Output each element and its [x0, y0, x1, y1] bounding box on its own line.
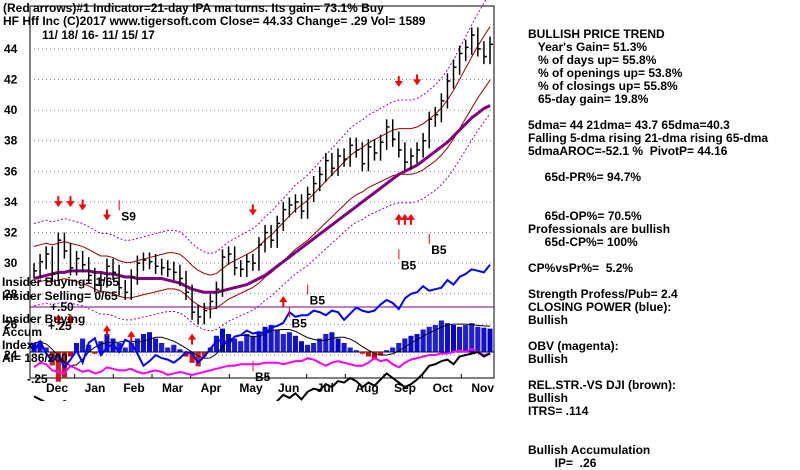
panel-line: 5dmaAROC=-52.1 % PivotP= 44.16 — [528, 144, 728, 158]
panel-line: REL.STR.-VS DJI (brown): — [528, 378, 676, 392]
x-tick-label: Jan — [85, 381, 106, 395]
sell-arrow-head — [54, 201, 63, 208]
sell-arrow-head — [394, 81, 403, 88]
lower-inner-band — [33, 79, 491, 310]
panel-line: 65d-CP%= 100% — [528, 235, 638, 249]
x-tick-label: Feb — [123, 381, 144, 395]
panel-line: Bullish — [528, 313, 569, 327]
x-tick-label: Apr — [201, 381, 222, 395]
x-tick-label: Jul — [317, 381, 334, 395]
signal-label: B5 — [255, 370, 271, 384]
y-tick-label: 30 — [4, 256, 18, 270]
y-tick-label: 38 — [4, 134, 18, 148]
panel-line: Bullish Accumulation — [528, 443, 651, 457]
panel-line: OBV (magenta): — [528, 339, 619, 353]
buy-arrow-head — [406, 213, 415, 220]
y-tick-label: 26 — [4, 317, 18, 331]
signal-label: B5 — [291, 316, 307, 330]
sell-arrow-head — [413, 79, 422, 86]
insider-selling-label: Insider Selling= 0/65 — [2, 289, 118, 303]
x-tick-label: Nov — [471, 381, 494, 395]
panel-line — [528, 431, 798, 444]
panel-line: % of openings up= 53.8% — [528, 66, 683, 80]
upper-inner-band — [33, 26, 491, 276]
signal-label: S9 — [121, 209, 136, 223]
panel-line: Professionals are bullish — [528, 222, 671, 236]
panel-line: % of days up= 55.8% — [528, 53, 657, 67]
panel-line: IP= .26 — [528, 456, 597, 470]
header-line-1: (Red arrows)#1 Indicator=21-day IPA ma t… — [3, 1, 384, 15]
stock-chart: 24 26 28 30 32 34 36 38 40 42 44 Dec Jan Feb Mar Apr May… — [2, 0, 495, 401]
plot-frame — [29, 5, 495, 379]
buy-arrow-head — [400, 213, 409, 220]
buy-arrow-head — [102, 325, 111, 332]
accum-level-upper: +.50 — [50, 300, 74, 314]
buy-arrow-head — [279, 296, 288, 303]
panel-line: Bullish — [528, 352, 569, 366]
ma65-line — [33, 104, 491, 294]
panel-line: Year's Gain= 51.3% — [528, 40, 648, 54]
sell-arrow-head — [102, 214, 111, 221]
accum-level-lower: -.25 — [27, 372, 48, 386]
obv-line — [33, 347, 491, 376]
lower-band-line — [33, 113, 491, 332]
panel-line: 65d-OP%= 70.5% — [528, 209, 642, 223]
panel-line: 5dma= 44 21dma= 43.7 65dma=40.3 — [528, 118, 730, 132]
panel-line: Bullish — [528, 391, 569, 405]
sell-arrow-head — [78, 204, 87, 211]
panel-line — [528, 184, 798, 197]
accum-level-mid: +.25 — [48, 319, 72, 333]
x-tick-label: Jun — [278, 381, 299, 395]
panel-line: 65d-PR%= 94.7% — [528, 170, 642, 184]
y-tick-label: 44 — [4, 42, 18, 56]
buy-arrow-head — [394, 213, 403, 220]
panel-line: CP%vsPr%= 5.2% — [528, 261, 634, 275]
ai-label: AI= 186/200 — [2, 351, 68, 365]
y-tick-label: 24 — [4, 348, 18, 362]
buy-arrow-head — [54, 314, 63, 321]
sell-arrow-head — [66, 201, 75, 208]
header-line-2: HF Hff Inc (C)2017 www.tigersoft.com Clo… — [3, 14, 426, 28]
sell-arrow-head — [248, 209, 257, 216]
y-tick-label: 42 — [4, 72, 18, 86]
rel-strength-line — [33, 350, 491, 401]
panel-line: CLOSING POWER (blue): — [528, 300, 672, 314]
accum-ma-line — [33, 323, 491, 367]
info-panel: BULLISH PRICE TREND Year's Gain= 51.3% %… — [528, 28, 798, 470]
panel-line: ITRS= .114 — [528, 404, 589, 418]
buy-arrow-head — [127, 330, 136, 337]
y-tick-label: 34 — [4, 195, 18, 209]
signal-label: B5 — [431, 243, 447, 257]
y-tick-label: 32 — [4, 226, 18, 240]
panel-line: % of closings up= 55.8% — [528, 79, 678, 93]
header-line-3: 11/ 18/ 16- 11/ 15/ 17 — [42, 28, 155, 42]
closing-power-line — [33, 264, 491, 370]
x-tick-label: Dec — [46, 381, 68, 395]
y-tick-label: 28 — [4, 287, 18, 301]
panel-line: 65-day gain= 19.8% — [528, 92, 649, 106]
x-tick-label: Mar — [162, 381, 184, 395]
panel-line — [528, 418, 798, 431]
index-label: Index — [2, 338, 34, 352]
accum-title-label: Insider Buying — [2, 312, 85, 326]
signal-label: B5 — [310, 294, 326, 308]
panel-line: Falling 5-dma rising 21-dma rising 65-dm… — [528, 131, 769, 145]
buy-arrow-head — [66, 314, 75, 321]
insider-buying-label: Insider Buying= 1/65 — [2, 275, 119, 289]
panel-line: Strength Profess/Pub= 2.4 — [528, 287, 678, 301]
x-tick-label: Oct — [433, 381, 453, 395]
upper-band-line — [33, 0, 487, 255]
x-tick-label: May — [239, 381, 263, 395]
y-tick-label: 40 — [4, 103, 18, 117]
signal-label: B5 — [401, 258, 417, 272]
accum-label: Accum — [2, 325, 42, 339]
buy-arrow-head — [188, 333, 197, 340]
panel-title: BULLISH PRICE TREND — [528, 27, 665, 41]
y-tick-label: 36 — [4, 164, 18, 178]
